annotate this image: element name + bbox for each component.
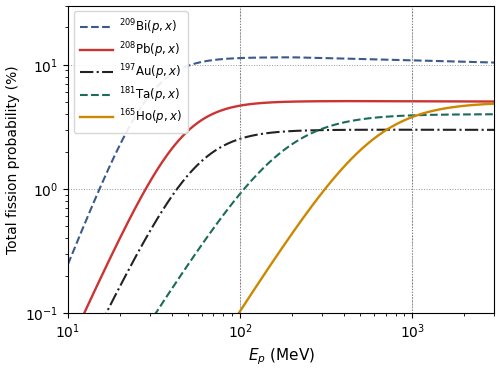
Y-axis label: Total fission probability (%): Total fission probability (%) bbox=[6, 65, 20, 254]
$^{209}$Bi$(p,x)$ bbox=[483, 60, 489, 65]
$^{197}$Au$(p,x)$ bbox=[492, 128, 498, 132]
Line: $^{181}$Ta$(p,x)$: $^{181}$Ta$(p,x)$ bbox=[148, 114, 495, 325]
$^{209}$Bi$(p,x)$ bbox=[114, 149, 119, 154]
Line: $^{197}$Au$(p,x)$: $^{197}$Au$(p,x)$ bbox=[100, 130, 494, 325]
$^{197}$Au$(p,x)$ bbox=[228, 140, 234, 144]
$^{209}$Bi$(p,x)$ bbox=[65, 262, 71, 266]
$^{209}$Bi$(p,x)$ bbox=[492, 60, 498, 65]
X-axis label: $E_p$ (MeV): $E_p$ (MeV) bbox=[248, 347, 315, 367]
$^{209}$Bi$(p,x)$ bbox=[289, 55, 295, 60]
$^{197}$Au$(p,x)$ bbox=[114, 291, 119, 295]
$^{197}$Au$(p,x)$ bbox=[247, 134, 253, 138]
Line: $^{209}$Bi$(p,x)$: $^{209}$Bi$(p,x)$ bbox=[68, 57, 494, 264]
$^{209}$Bi$(p,x)$ bbox=[228, 56, 234, 61]
$^{208}$Pb$(p,x)$ bbox=[139, 194, 145, 198]
$^{197}$Au$(p,x)$ bbox=[483, 128, 489, 132]
$^{181}$Ta$(p,x)$ bbox=[247, 180, 253, 184]
$^{208}$Pb$(p,x)$ bbox=[492, 99, 498, 104]
$^{165}$Ho$(p,x)$ bbox=[492, 101, 498, 106]
$^{165}$Ho$(p,x)$ bbox=[247, 294, 253, 298]
$^{209}$Bi$(p,x)$ bbox=[438, 59, 444, 63]
$^{165}$Ho$(p,x)$ bbox=[437, 107, 443, 112]
$^{165}$Ho$(p,x)$ bbox=[228, 322, 234, 326]
$^{208}$Pb$(p,x)$ bbox=[483, 99, 489, 104]
Line: $^{208}$Pb$(p,x)$: $^{208}$Pb$(p,x)$ bbox=[78, 101, 494, 325]
$^{209}$Bi$(p,x)$ bbox=[139, 104, 145, 108]
$^{197}$Au$(p,x)$ bbox=[437, 128, 443, 132]
Line: $^{165}$Ho$(p,x)$: $^{165}$Ho$(p,x)$ bbox=[231, 104, 494, 325]
Legend: $^{209}$Bi$(p,x)$, $^{208}$Pb$(p,x)$, $^{197}$Au$(p,x)$, $^{181}$Ta$(p,x)$, $^{1: $^{209}$Bi$(p,x)$, $^{208}$Pb$(p,x)$, $^… bbox=[74, 12, 188, 133]
$^{208}$Pb$(p,x)$ bbox=[437, 99, 443, 104]
$^{197}$Au$(p,x)$ bbox=[139, 243, 145, 248]
$^{181}$Ta$(p,x)$ bbox=[483, 112, 489, 116]
$^{209}$Bi$(p,x)$ bbox=[247, 56, 253, 60]
$^{165}$Ho$(p,x)$ bbox=[483, 102, 489, 106]
$^{181}$Ta$(p,x)$ bbox=[437, 112, 443, 117]
$^{208}$Pb$(p,x)$ bbox=[228, 105, 234, 110]
$^{181}$Ta$(p,x)$ bbox=[492, 112, 498, 116]
$^{208}$Pb$(p,x)$ bbox=[114, 242, 119, 247]
$^{181}$Ta$(p,x)$ bbox=[228, 202, 234, 207]
$^{208}$Pb$(p,x)$ bbox=[247, 102, 253, 106]
